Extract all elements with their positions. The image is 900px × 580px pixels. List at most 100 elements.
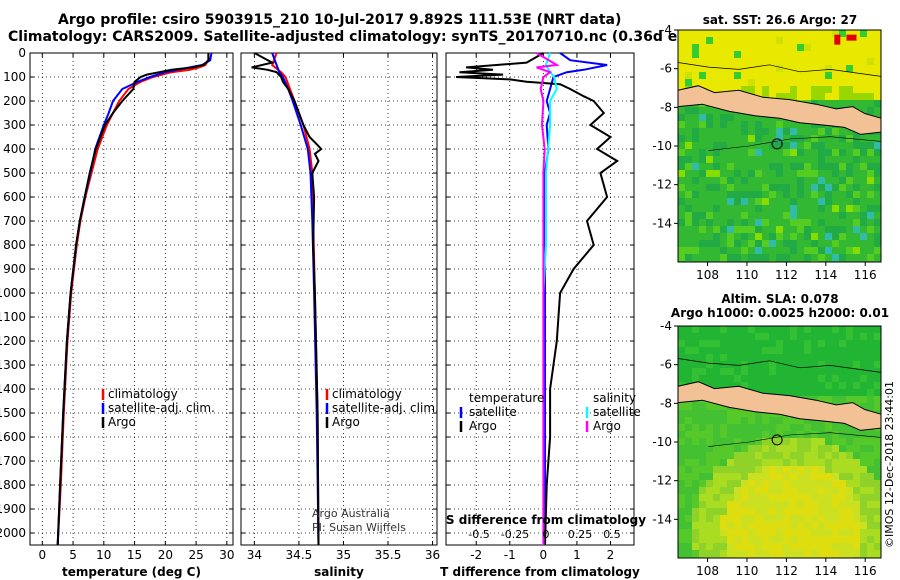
- map-cell: [748, 522, 755, 529]
- map-cell: [818, 233, 825, 240]
- map-cell: [720, 247, 727, 254]
- map-cell: [860, 254, 867, 261]
- map-cell: [839, 340, 846, 347]
- map-cell: [783, 156, 790, 163]
- coastline: [677, 358, 882, 373]
- map-cell: [874, 368, 881, 375]
- map-cell: [762, 445, 769, 452]
- map-cell: [769, 128, 776, 135]
- map-cell: [748, 233, 755, 240]
- map-cell: [818, 550, 825, 557]
- map-cell: [713, 65, 720, 72]
- map-cell: [776, 44, 783, 51]
- map-cell: [713, 254, 720, 261]
- map-cell: [720, 354, 727, 361]
- map-cell: [839, 198, 846, 205]
- map-cell: [825, 65, 832, 72]
- map-cell: [846, 375, 853, 382]
- map-cell: [839, 170, 846, 177]
- map-cell: [769, 354, 776, 361]
- map-cell: [811, 72, 818, 79]
- map-cell: [867, 51, 874, 58]
- map-cell: [769, 445, 776, 452]
- map-cell: [706, 438, 713, 445]
- map-cell: [797, 247, 804, 254]
- map-cell: [699, 184, 706, 191]
- map-cell: [685, 452, 692, 459]
- map-cell: [678, 459, 685, 466]
- map-cell: [832, 515, 839, 522]
- map-cell: [860, 536, 867, 543]
- map-cell: [846, 44, 853, 51]
- map-cell: [713, 156, 720, 163]
- map-cell: [741, 431, 748, 438]
- map-cell: [853, 550, 860, 557]
- map-cell: [727, 459, 734, 466]
- map-cell: [748, 247, 755, 254]
- map-cell: [846, 86, 853, 93]
- hot-spot: [846, 34, 857, 41]
- map-cell: [804, 191, 811, 198]
- map-cell: [853, 247, 860, 254]
- map-cell: [706, 184, 713, 191]
- map-cell: [825, 452, 832, 459]
- imos-credit: ©IMOS 12-Dec-2018 23:44:01: [883, 381, 896, 548]
- map-y-tick-label: -12: [652, 474, 672, 488]
- map-cell: [804, 340, 811, 347]
- map-cell: [769, 347, 776, 354]
- map-cell: [769, 58, 776, 65]
- map-cell: [825, 459, 832, 466]
- map-cell: [748, 333, 755, 340]
- map-cell: [804, 452, 811, 459]
- map-cell: [734, 205, 741, 212]
- map-cell: [867, 135, 874, 142]
- map-cell: [853, 198, 860, 205]
- map-cell: [678, 417, 685, 424]
- map-cell: [853, 65, 860, 72]
- map-cell: [867, 184, 874, 191]
- map-cell: [874, 473, 881, 480]
- map-cell: [741, 128, 748, 135]
- map-cell: [755, 170, 762, 177]
- map-cell: [692, 403, 699, 410]
- depth-tick-label: 1800: [0, 478, 26, 492]
- map-cell: [811, 51, 818, 58]
- map-cell: [699, 149, 706, 156]
- map-cell: [776, 347, 783, 354]
- title-line-2: Climatology: CARS2009. Satellite-adjuste…: [8, 29, 726, 45]
- map-cell: [734, 184, 741, 191]
- map-cell: [804, 487, 811, 494]
- map-cell: [818, 86, 825, 93]
- map-cell: [811, 86, 818, 93]
- map-cell: [846, 522, 853, 529]
- map-cell: [790, 72, 797, 79]
- map-cell: [804, 431, 811, 438]
- map-cell: [832, 473, 839, 480]
- map-cell: [776, 72, 783, 79]
- map-cell: [713, 347, 720, 354]
- map-cell: [846, 536, 853, 543]
- map-cell: [685, 212, 692, 219]
- map-cell: [839, 452, 846, 459]
- map-cell: [790, 170, 797, 177]
- map-cell: [741, 515, 748, 522]
- map-cell: [748, 480, 755, 487]
- map-cell: [867, 543, 874, 550]
- map-cell: [860, 473, 867, 480]
- map-cell: [727, 149, 734, 156]
- map-cell: [846, 368, 853, 375]
- map-cell: [685, 205, 692, 212]
- map-cell: [811, 170, 818, 177]
- map-cell: [860, 501, 867, 508]
- map-cell: [839, 515, 846, 522]
- map-cell: [755, 205, 762, 212]
- depth-tick-label: 400: [3, 142, 26, 156]
- map-cell: [769, 177, 776, 184]
- x-tick-label: 15: [127, 548, 142, 562]
- map-cell: [727, 368, 734, 375]
- map-cell: [762, 219, 769, 226]
- map-cell: [734, 121, 741, 128]
- map-cell: [867, 219, 874, 226]
- map-cell: [699, 198, 706, 205]
- map-y-tick-label: -10: [652, 435, 672, 449]
